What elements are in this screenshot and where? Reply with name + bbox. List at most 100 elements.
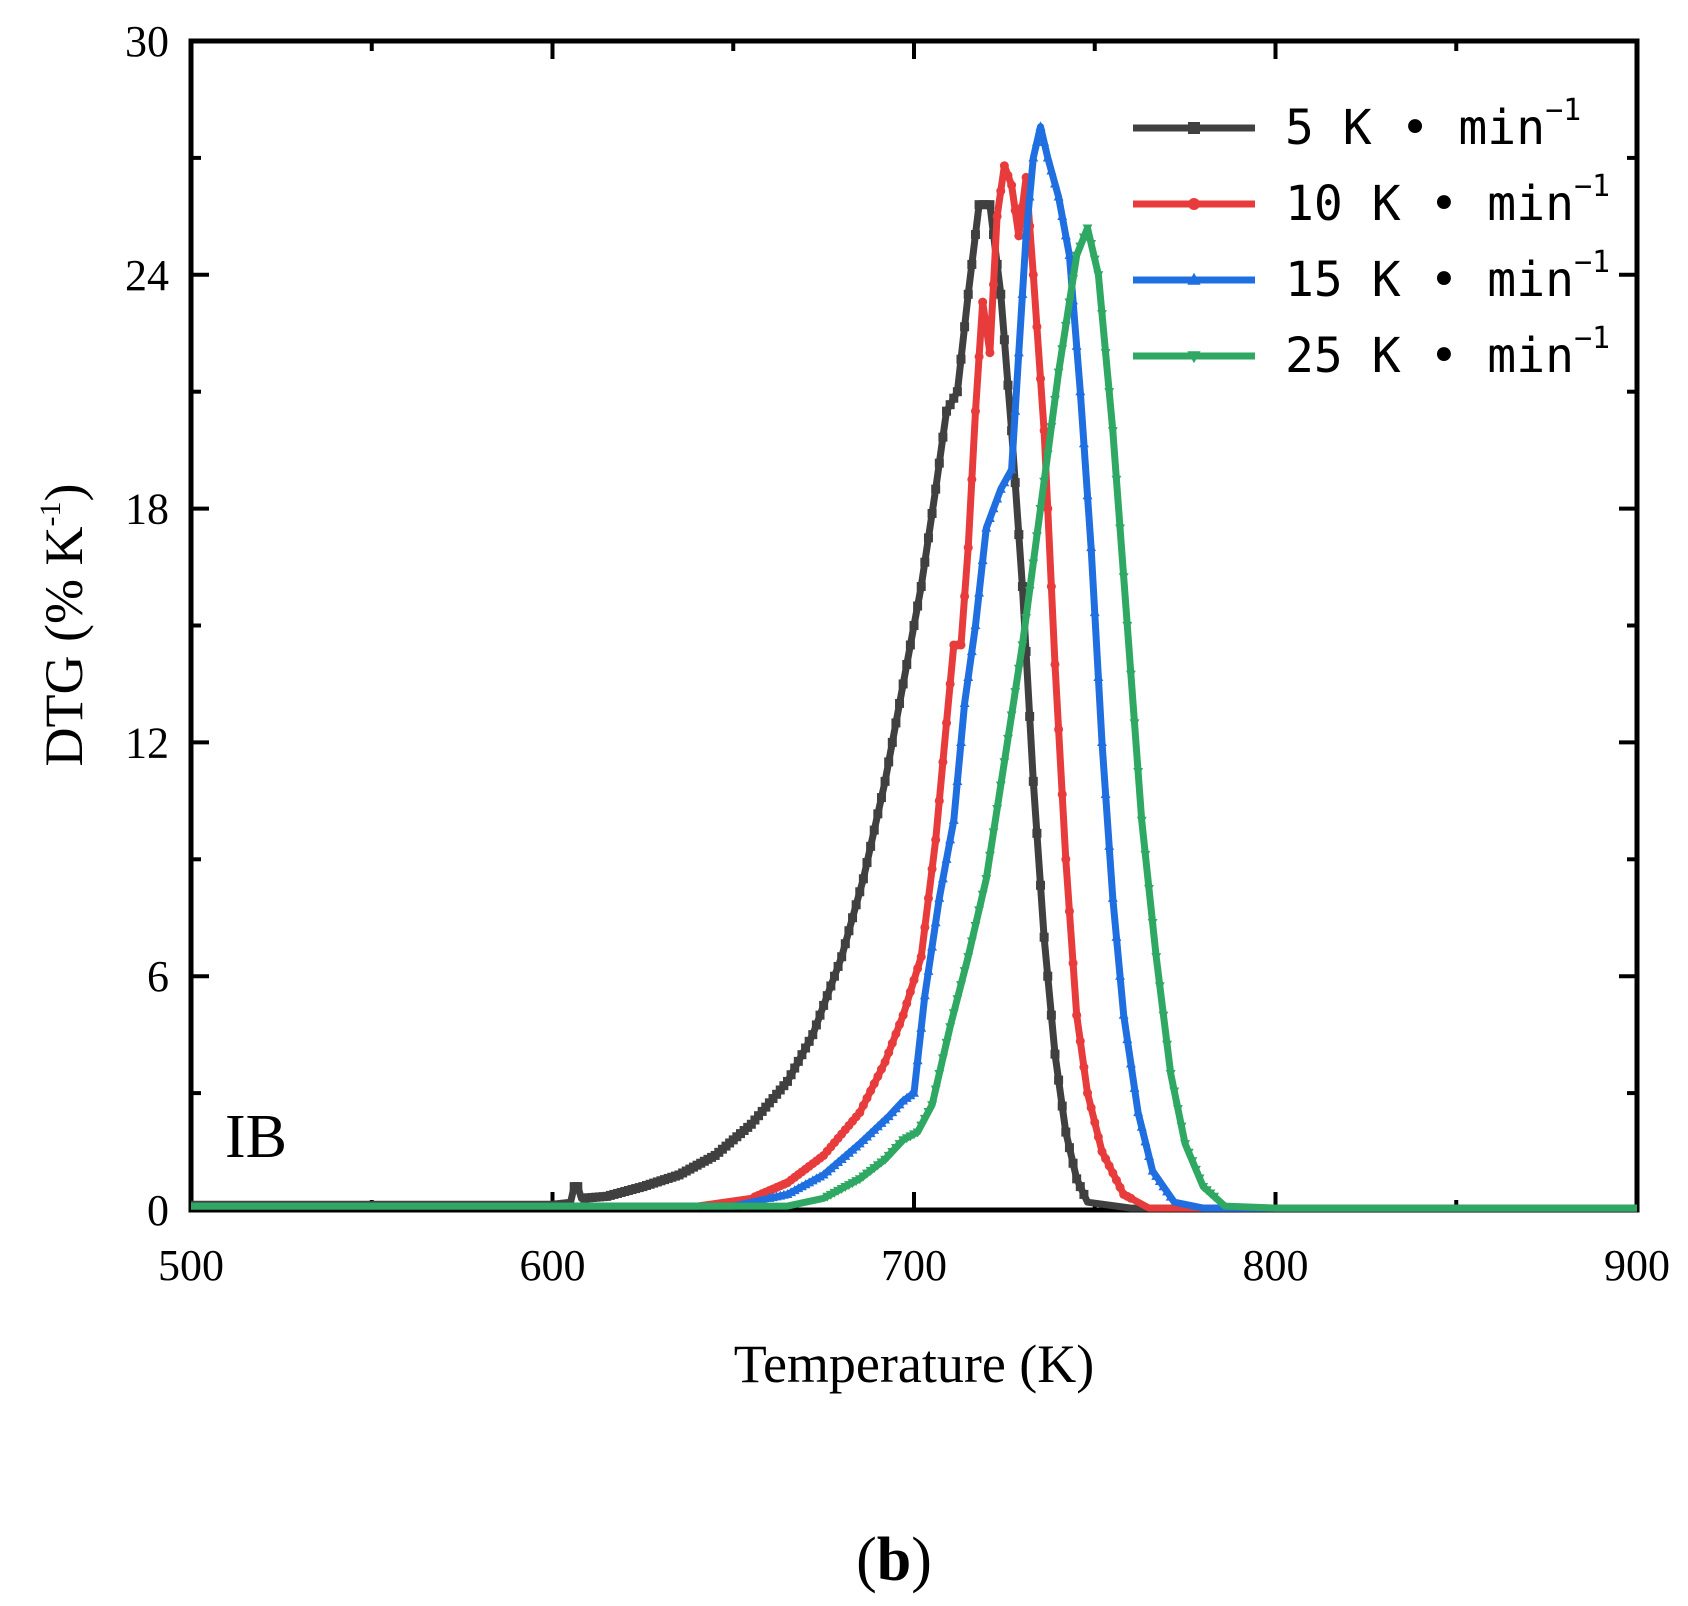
data-point xyxy=(1115,1182,1125,1192)
data-point xyxy=(1046,1010,1056,1020)
y-tick-label: 30 xyxy=(125,17,169,66)
data-point xyxy=(819,1000,829,1010)
data-point xyxy=(945,834,956,844)
data-point xyxy=(1010,688,1021,698)
data-point xyxy=(884,1048,894,1058)
data-point xyxy=(927,864,937,874)
data-point xyxy=(1097,1147,1107,1157)
data-point xyxy=(941,1038,952,1048)
data-point xyxy=(1100,788,1111,798)
data-point xyxy=(930,917,941,927)
data-point xyxy=(869,825,879,835)
data-point xyxy=(920,922,930,932)
data-point xyxy=(988,828,999,838)
data-point xyxy=(1072,1174,1082,1184)
data-point xyxy=(884,757,894,767)
data-point xyxy=(1068,958,1078,968)
data-point xyxy=(1169,1087,1180,1097)
data-point xyxy=(782,1076,792,1086)
x-tick-label: 900 xyxy=(1604,1241,1670,1290)
data-point xyxy=(801,1043,811,1053)
data-point xyxy=(1021,646,1031,656)
data-point xyxy=(895,1020,905,1030)
data-point xyxy=(923,533,933,543)
data-point xyxy=(1122,621,1133,631)
data-point xyxy=(916,1022,927,1032)
data-point xyxy=(1082,490,1093,500)
data-point xyxy=(919,1114,930,1124)
data-point xyxy=(1176,1122,1187,1132)
data-point xyxy=(959,698,970,708)
data-point xyxy=(1007,180,1017,190)
data-point xyxy=(811,1020,821,1030)
x-tick-label: 700 xyxy=(881,1241,947,1290)
data-point xyxy=(1093,1132,1103,1142)
data-point xyxy=(1147,919,1158,929)
legend-label: 5 K • min−1 xyxy=(1285,93,1581,156)
data-point xyxy=(1086,240,1097,250)
data-point xyxy=(1187,1157,1198,1167)
data-point xyxy=(844,926,854,936)
data-point xyxy=(934,892,945,902)
data-point xyxy=(1075,242,1086,252)
data-point xyxy=(898,1010,908,1020)
data-point xyxy=(1144,1151,1154,1161)
y-tick-label: 18 xyxy=(125,485,169,534)
data-point xyxy=(1046,423,1057,433)
data-point xyxy=(912,1128,923,1138)
data-point xyxy=(1010,405,1021,415)
data-point xyxy=(1165,1191,1176,1201)
data-point xyxy=(1078,233,1089,243)
data-point xyxy=(1125,670,1136,680)
data-point xyxy=(1003,734,1013,744)
y-axis-title: DTG (% K-1) xyxy=(34,484,94,767)
legend-marker xyxy=(1187,351,1201,364)
data-point xyxy=(1003,170,1013,180)
data-point xyxy=(1031,532,1042,542)
data-point xyxy=(876,1064,886,1074)
data-point xyxy=(996,186,1006,196)
data-point xyxy=(848,913,858,923)
data-point xyxy=(851,900,861,910)
series-4 xyxy=(191,224,1637,1212)
data-point xyxy=(1050,1049,1060,1059)
data-point xyxy=(895,698,905,708)
data-point xyxy=(999,477,1010,487)
data-point xyxy=(1107,427,1118,437)
data-point xyxy=(1057,345,1068,355)
data-point xyxy=(1046,165,1057,175)
data-point xyxy=(1162,1186,1172,1196)
data-point xyxy=(920,557,930,567)
data-point xyxy=(945,400,955,410)
data-point xyxy=(1151,953,1162,963)
data-point xyxy=(1089,607,1100,617)
data-point xyxy=(931,484,941,494)
data-point xyxy=(942,718,952,728)
subfigure-label-open: ( xyxy=(856,1526,877,1594)
data-point xyxy=(869,1079,879,1089)
data-point xyxy=(1039,932,1049,942)
data-point xyxy=(1057,210,1068,220)
data-point xyxy=(1118,573,1129,583)
data-point xyxy=(880,1057,890,1067)
data-point xyxy=(963,289,973,299)
data-point xyxy=(1093,672,1104,682)
data-point xyxy=(931,835,941,845)
data-point xyxy=(985,200,995,210)
data-point xyxy=(858,874,868,884)
y-tick-label: 24 xyxy=(125,251,169,300)
data-point xyxy=(1024,191,1035,201)
data-point xyxy=(988,503,999,513)
data-point xyxy=(790,1063,800,1073)
data-point xyxy=(923,893,933,903)
y-tick-label: 6 xyxy=(147,952,169,1001)
data-point xyxy=(1028,152,1039,162)
legend-entry: 5 K • min−1 xyxy=(1133,93,1581,156)
data-point xyxy=(1089,255,1100,265)
data-point xyxy=(1165,1070,1176,1080)
subfigure-label-close: ) xyxy=(911,1526,932,1594)
data-point xyxy=(1021,230,1032,240)
data-point xyxy=(996,289,1006,299)
data-point xyxy=(1032,322,1042,332)
data-point xyxy=(1035,505,1046,514)
